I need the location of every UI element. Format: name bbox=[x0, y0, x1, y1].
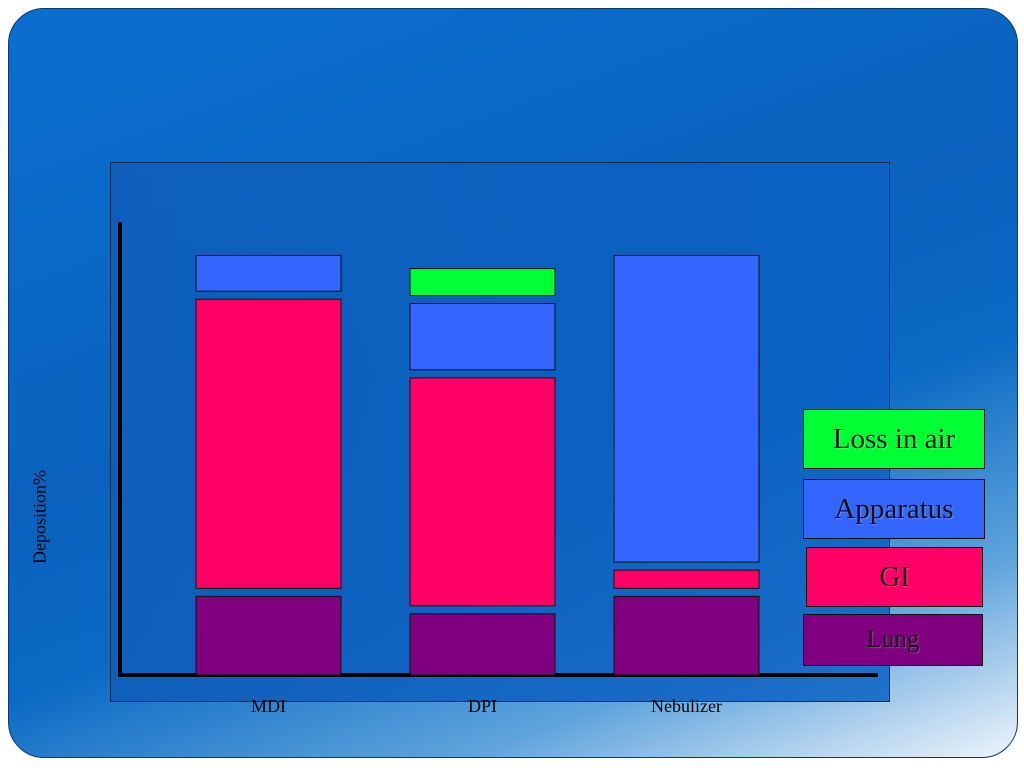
legend-item-loss-in-air: Loss in air bbox=[803, 409, 985, 469]
plot-frame bbox=[110, 162, 890, 702]
slide-background: Deposition% Loss in air Apparatus GI Lung bbox=[8, 8, 1018, 758]
legend-item-gi: GI bbox=[806, 547, 983, 607]
legend-item-apparatus: Apparatus bbox=[803, 479, 985, 539]
y-axis-label: Deposition% bbox=[29, 470, 50, 564]
legend-item-lung: Lung bbox=[803, 614, 983, 666]
